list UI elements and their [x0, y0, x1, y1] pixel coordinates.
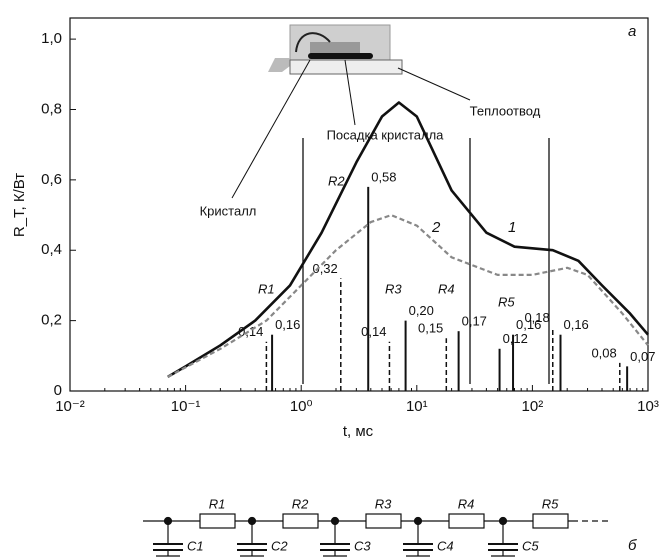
pointer: [397, 67, 471, 101]
y-tick-label: 0: [54, 382, 62, 399]
pointer: [231, 59, 311, 199]
y-tick-label: 1,0: [41, 30, 62, 47]
resistor: [199, 513, 236, 529]
legend-label: 1: [508, 219, 516, 236]
die-attach: [308, 53, 373, 59]
annotation: R4: [438, 281, 455, 296]
capacitor-label: C3: [354, 538, 371, 553]
value-label: 0,14: [361, 324, 386, 339]
value-label: 0,20: [409, 303, 434, 318]
x-tick-label: 10²: [522, 398, 544, 415]
resistor-label: R4: [458, 496, 475, 511]
y-tick-label: 0,6: [41, 171, 62, 188]
resistor-label: R5: [542, 496, 559, 511]
chip-inset: [268, 24, 403, 75]
legend-label: 2: [431, 219, 441, 236]
x-tick-label: 10⁻²: [55, 398, 85, 415]
region-separators: [302, 138, 550, 384]
curve: [167, 214, 649, 378]
pointer-lines: [231, 59, 471, 199]
annotation: R3: [385, 281, 402, 296]
x-tick-label: 10⁻¹: [171, 398, 201, 415]
annotation: а: [628, 23, 636, 40]
capacitor-label: C1: [187, 538, 204, 553]
value-label: 0,17: [462, 314, 487, 329]
capacitor-label: C5: [522, 538, 539, 553]
value-label: 0,18: [524, 310, 549, 325]
annotation: Посадка кристалла: [327, 127, 445, 142]
value-label: 0,16: [563, 317, 588, 332]
value-label: 0,32: [312, 261, 337, 276]
x-axis-label: t, мс: [343, 423, 374, 440]
y-tick-label: 0,4: [41, 241, 62, 258]
x-tick-label: 10¹: [406, 398, 428, 415]
bond-wire: [295, 32, 331, 53]
capacitor-label: C2: [271, 538, 288, 553]
circuit-label: б: [628, 537, 637, 554]
curve: [167, 101, 649, 379]
resistor: [448, 513, 485, 529]
value-label: 0,12: [503, 331, 528, 346]
circuit: [143, 513, 612, 557]
annotation: R5: [498, 294, 515, 309]
value-label: 0,16: [275, 317, 300, 332]
y-tick-label: 0,2: [41, 312, 62, 329]
value-label: 0,08: [591, 345, 616, 360]
resistor-label: R1: [209, 496, 226, 511]
value-label: 0,14: [238, 324, 263, 339]
annotation: Кристалл: [200, 203, 257, 218]
resistor: [532, 513, 569, 529]
value-label: 0,07: [630, 349, 655, 364]
annotation: R1: [258, 281, 275, 296]
plot-frame: [69, 17, 649, 392]
value-label: 0,16: [516, 317, 541, 332]
value-label: 0,15: [418, 321, 443, 336]
resistor-label: R3: [375, 496, 392, 511]
pointer: [344, 59, 356, 126]
resistor-label: R2: [292, 496, 309, 511]
annotation: R2: [328, 173, 345, 188]
resistor: [282, 513, 319, 529]
capacitor-label: C4: [437, 538, 454, 553]
die: [310, 42, 360, 54]
inset-lead: [268, 58, 290, 72]
y-axis-label: R_T, К/Вт: [11, 173, 28, 237]
x-tick-label: 10⁰: [290, 398, 313, 415]
value-label: 0,58: [371, 169, 396, 184]
x-tick-label: 10³: [637, 398, 659, 415]
annotation: Теплоотвод: [470, 103, 541, 118]
y-tick-label: 0,8: [41, 100, 62, 117]
resistor: [365, 513, 402, 529]
